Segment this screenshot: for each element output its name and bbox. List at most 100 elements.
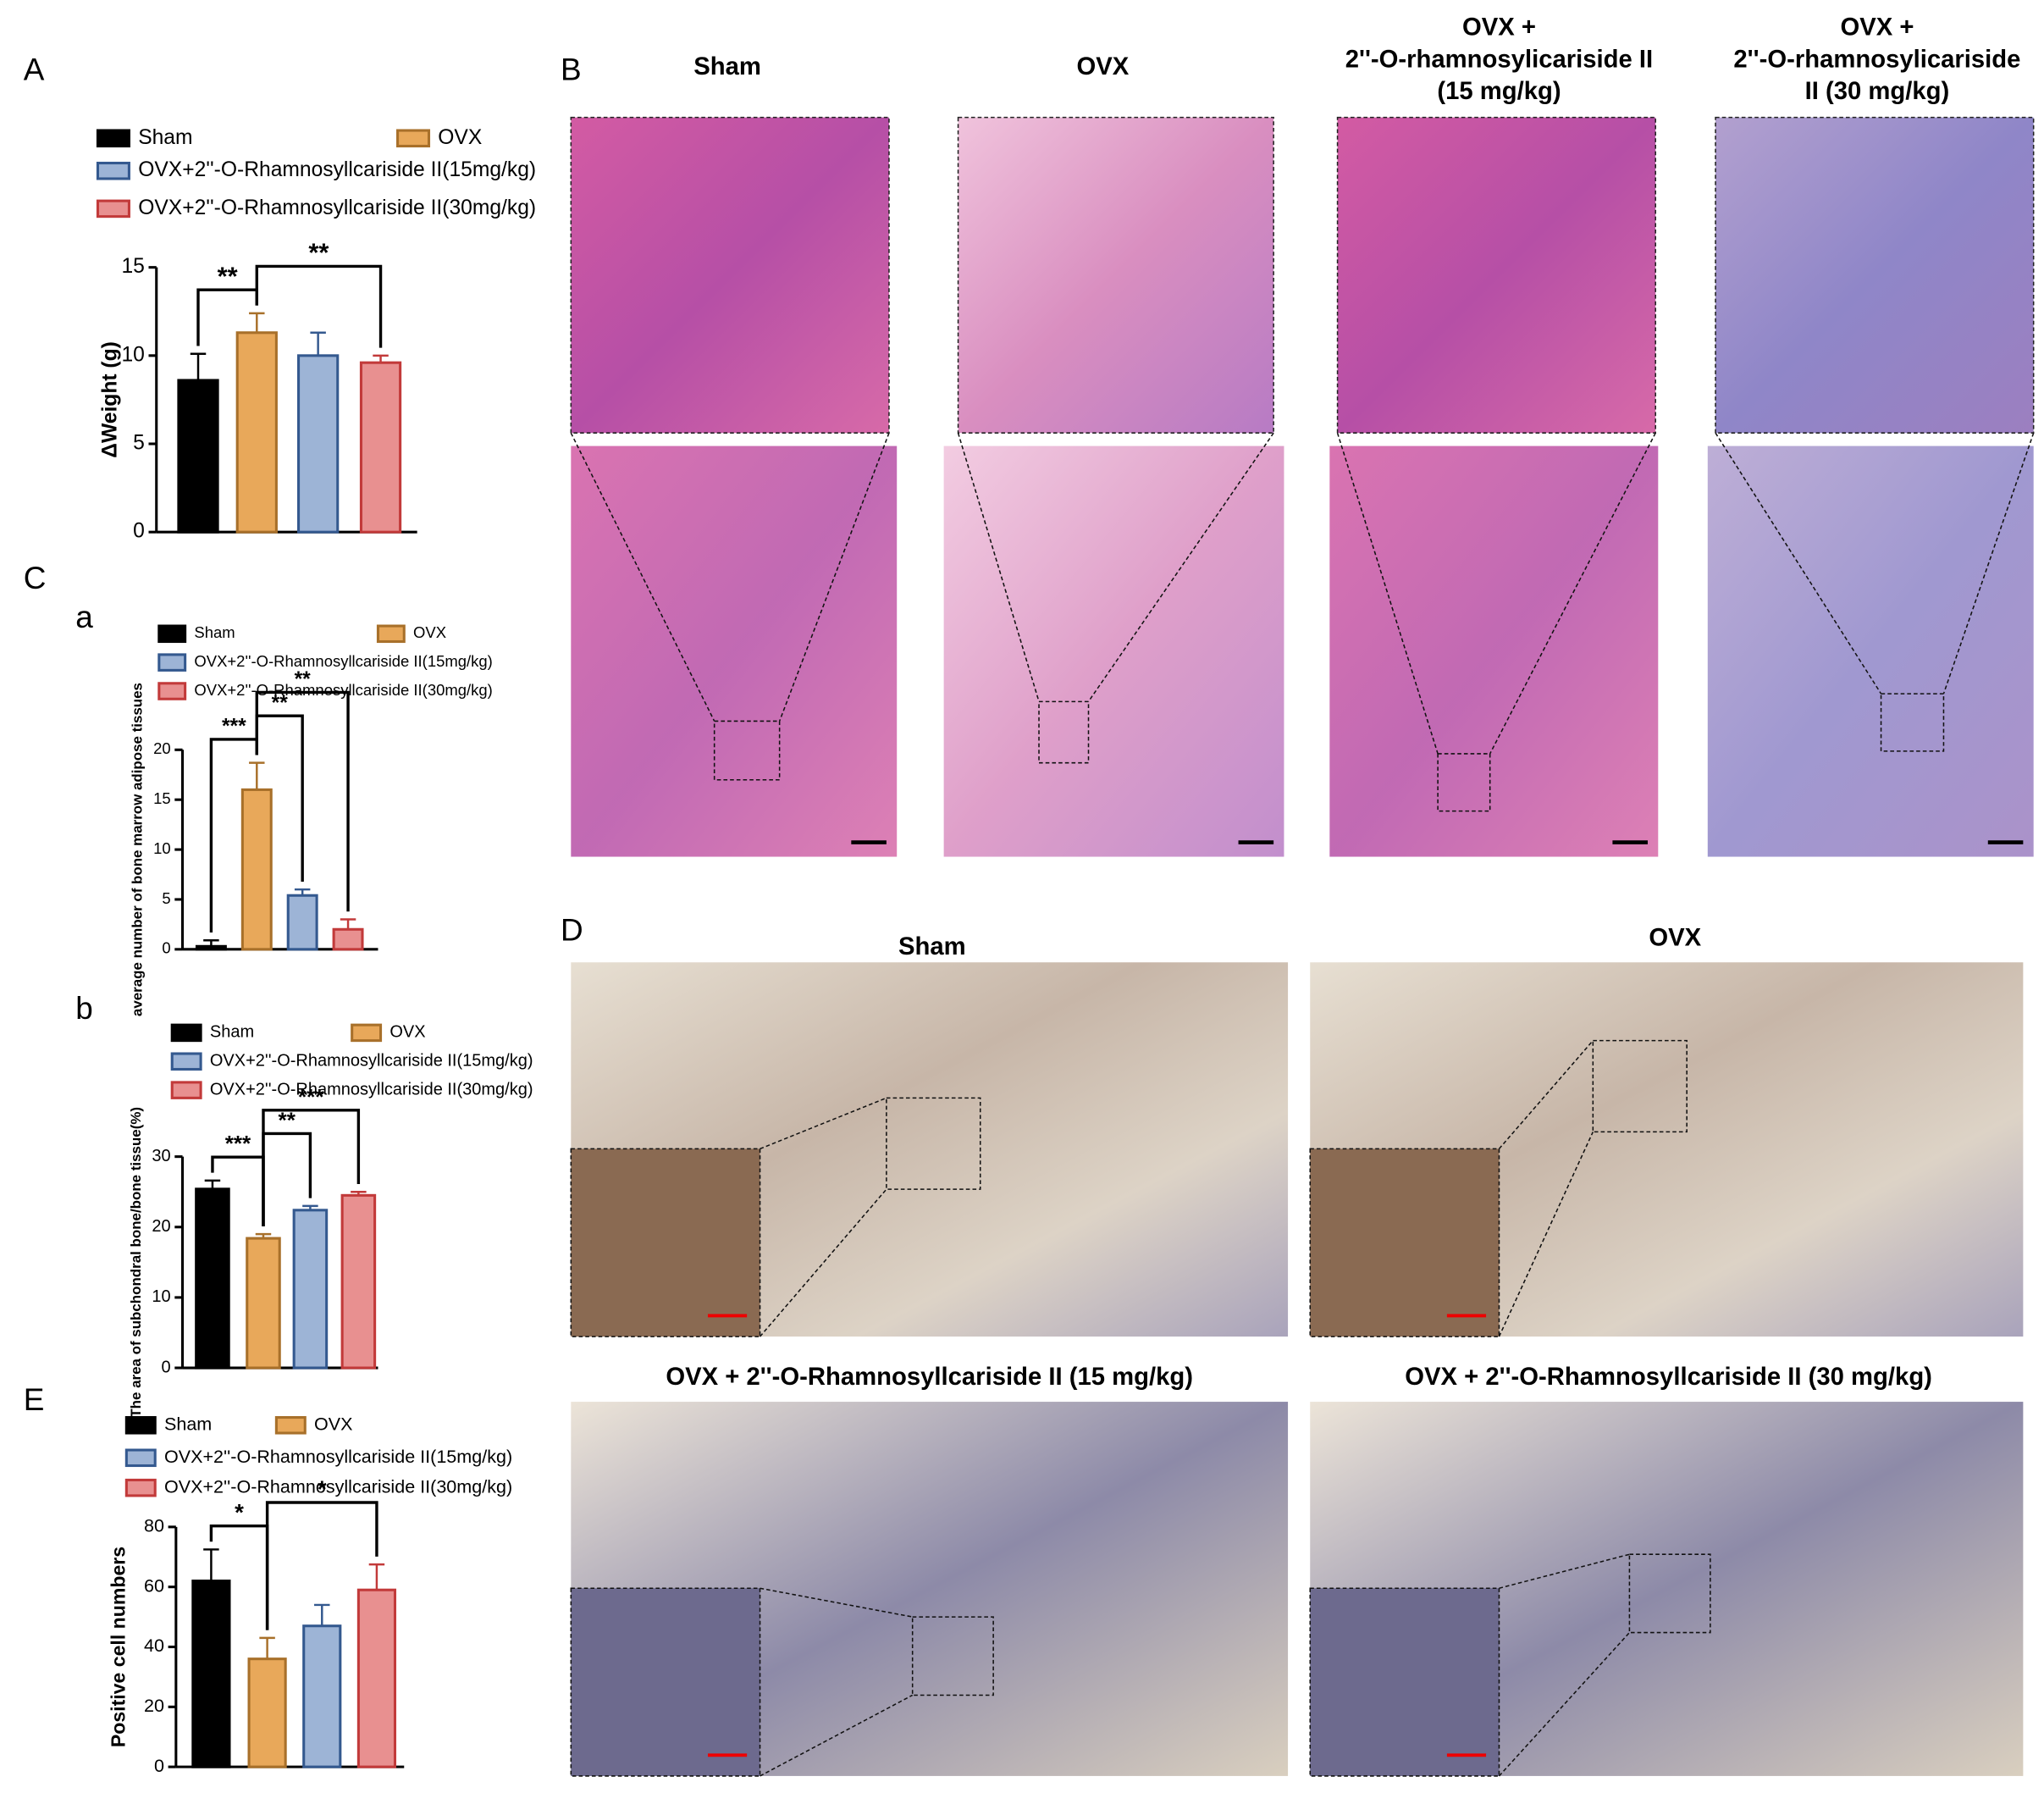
significance-bracket [265,1501,378,1630]
histology-zoom [957,116,1274,434]
panel-label: A [24,53,45,87]
legend-label: Sham [194,623,235,641]
significance-bracket [255,264,383,348]
significance-label: ** [308,238,329,268]
y-tick-label: 60 [144,1574,164,1596]
legend-swatch [124,1416,157,1435]
legend-label: OVX [438,126,482,149]
inset-box [1592,1039,1688,1133]
ihc-inset [1309,1587,1500,1777]
bar [292,1209,329,1370]
ihc-inset [570,1148,761,1337]
panel-label: E [24,1382,45,1417]
histology-zoom [570,116,890,434]
bar [286,894,318,951]
y-tick-label: 40 [144,1635,164,1656]
legend-swatch [170,1081,202,1099]
panel-label: a [75,600,93,634]
panel-title: Sham [898,933,966,960]
y-tick-label: 5 [162,889,170,907]
bar [191,1580,231,1768]
bar [359,361,402,534]
zoom-line [760,1694,914,1777]
bar [302,1624,342,1768]
ihc-inset [1309,1148,1500,1337]
inset-box [886,1097,981,1190]
zoom-line [1087,432,1274,702]
legend-label: OVX+2''-O-Rhamnosyllcariside II(30mg/kg) [210,1080,533,1098]
panel-label: D [561,913,583,948]
legend-swatch [274,1416,307,1435]
y-axis-label: average number of bone marrow adipose ti… [130,683,146,1016]
zoom-line [1499,1553,1630,1589]
y-tick-label: 0 [162,1358,171,1376]
legend-swatch [157,624,187,644]
significance-label: * [235,1499,244,1525]
y-tick-label: 0 [154,1755,164,1776]
panel-title: OVX + [1840,14,1914,42]
significance-label: ** [295,668,312,691]
ihc-inset [570,1587,761,1777]
inset-box [1880,693,1945,752]
legend-label: Sham [210,1023,254,1042]
inset-box [713,720,781,781]
y-tick-label: 10 [121,343,144,366]
bar [340,1193,377,1370]
bar [195,944,227,951]
inset-box [1437,753,1491,812]
legend-label: OVX+2''-O-Rhamnosyllcariside II(30mg/kg) [164,1475,512,1497]
legend-swatch [157,653,187,672]
panel-label: C [24,561,47,595]
inset-box [1038,700,1090,764]
significance-label: ** [272,692,289,715]
panel-title: OVX [1077,53,1130,80]
legend-label: OVX [389,1023,425,1042]
legend-swatch [96,161,130,180]
zoom-line [1942,432,2035,695]
significance-bracket [255,690,350,912]
legend-swatch [170,1052,202,1071]
y-tick-label: 0 [162,939,170,957]
legend-label: OVX+2''-O-Rhamnosyllcariside II(30mg/kg) [194,681,492,699]
panel-title: Sham [693,53,761,80]
panel-title: 2''-O-rhamnosylicariside [1733,46,2020,73]
bar [246,1237,281,1370]
histology-section [943,445,1284,857]
significance-label: *** [225,1131,251,1156]
y-axis-label: ΔWeight (g) [98,341,121,458]
zoom-line [1336,432,1439,755]
bar [332,927,364,951]
bar [235,331,278,534]
y-axis-label: Positive cell numbers [108,1547,130,1747]
zoom-line [1498,1040,1594,1149]
histology-section [1329,445,1659,857]
legend-swatch [376,624,406,644]
legend-swatch [124,1478,157,1497]
legend-label: Sham [138,126,192,149]
significance-label: *** [298,1084,324,1110]
zoom-line [570,432,715,722]
panel-title: OVX [1649,924,1701,951]
panel-title: 2''-O-rhamnosylicariside II [1345,46,1653,73]
histology-section [571,445,898,857]
bar [247,1657,287,1768]
zoom-line [1489,432,1656,755]
legend-swatch [157,682,187,700]
significance-label: *** [222,716,246,739]
legend-swatch [124,1448,157,1468]
panel-title: OVX + [1462,14,1536,42]
legend-label: OVX+2''-O-Rhamnosyllcariside II(15mg/kg) [210,1052,533,1071]
y-tick-label: 10 [153,839,171,857]
y-tick-label: 0 [133,520,145,543]
legend-swatch [351,1023,383,1043]
histology-zoom [1715,116,2035,434]
y-tick-label: 20 [153,739,171,757]
panel-label: B [561,53,582,87]
y-tick-label: 80 [144,1515,164,1536]
legend-label: OVX+2''-O-Rhamnosyllcariside II(15mg/kg) [138,158,536,181]
y-axis-label: The area of subchondral bone/bone tissue… [128,1107,144,1418]
histology-section [1707,445,2034,857]
legend-swatch [96,199,130,219]
